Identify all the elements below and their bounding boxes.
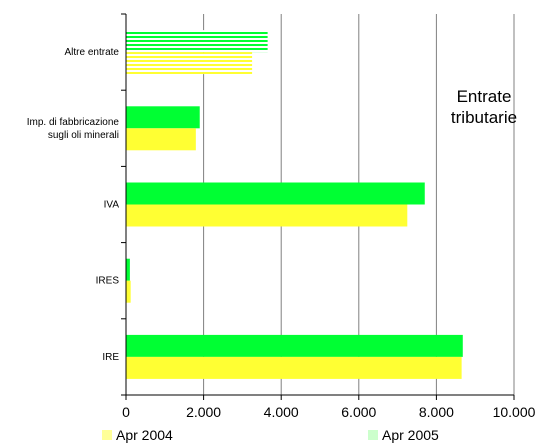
category-label: IRE [102,352,119,363]
bar-apr-2004-3 [126,280,131,303]
legend-swatch [102,430,112,440]
chart-title: Entrate tributarie [451,87,517,127]
bar-apr-2004-2 [126,204,408,227]
category-label: Imp. di fabbricazione sugli oli minerali [27,117,120,141]
bar-apr-2005-1 [126,106,200,129]
bar-apr-2005-3 [126,258,130,281]
legend-label: Apr 2005 [382,427,439,443]
bar-apr-2005-0 [126,30,268,53]
bar-apr-2005-2 [126,182,425,205]
bar-apr-2004-1 [126,128,196,151]
bar-apr-2004-0 [126,52,253,75]
x-tick-label: 6.000 [341,404,376,420]
legend-label: Apr 2004 [116,427,173,443]
bar-apr-2004-4 [126,356,462,379]
x-tick-label: 0 [122,404,130,420]
category-label: IRES [96,276,120,287]
category-label: IVA [104,200,120,211]
bar-apr-2005-4 [126,334,463,357]
x-tick-label: 2.000 [186,404,221,420]
x-tick-label: 4.000 [264,404,299,420]
category-label: Altre entrate [65,47,120,58]
legend-swatch [368,430,378,440]
x-tick-label: 10.000 [493,404,536,420]
x-tick-label: 8.000 [419,404,454,420]
